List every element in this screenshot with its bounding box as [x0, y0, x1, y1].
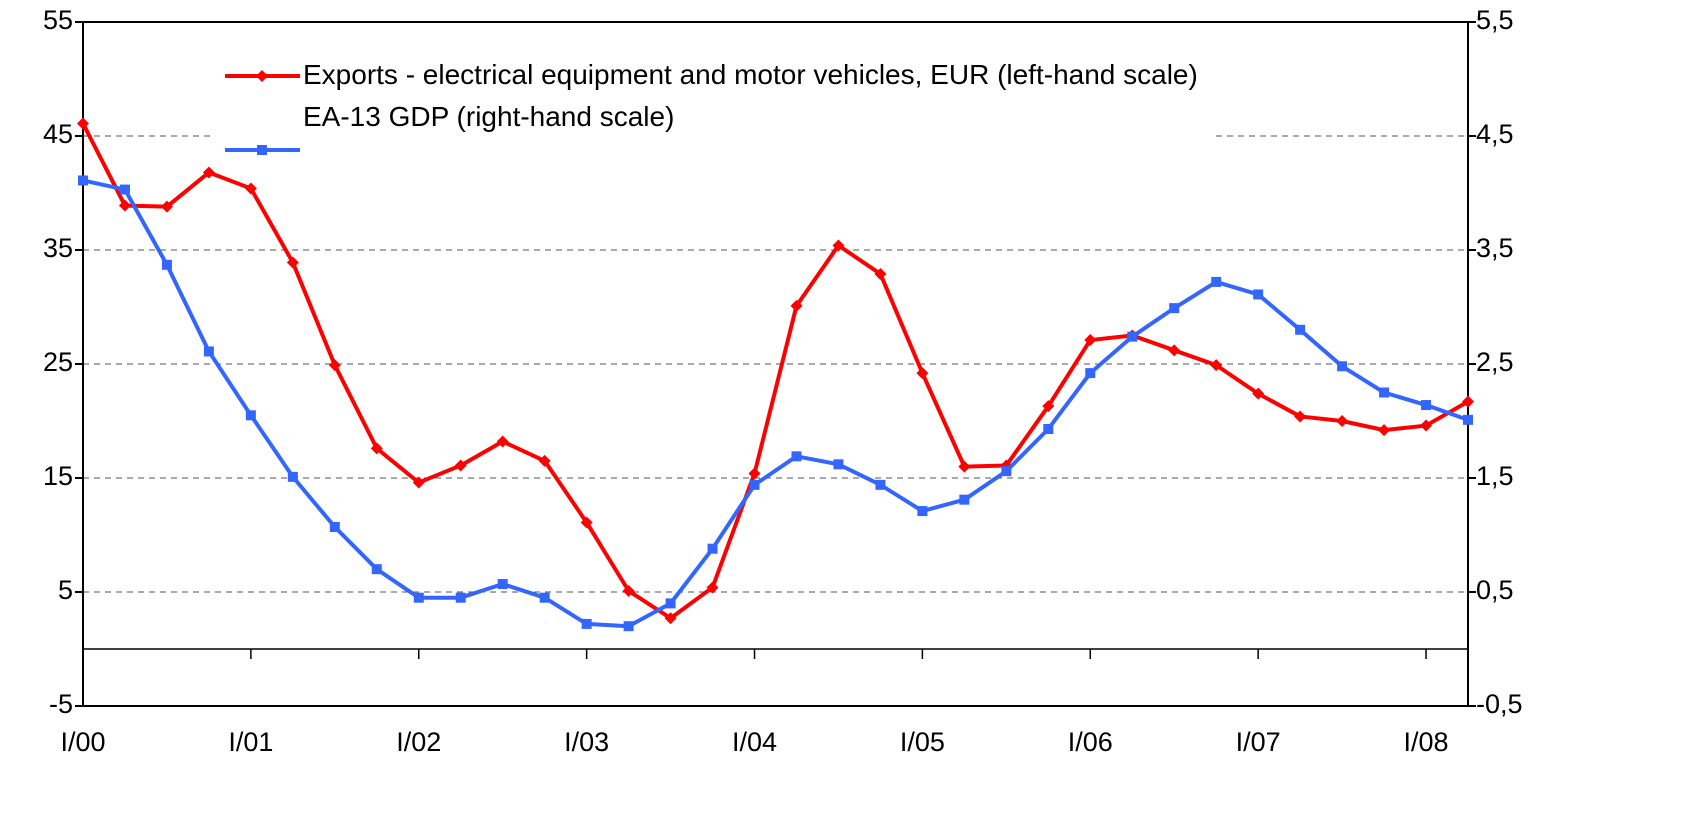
- square-marker: [245, 410, 256, 421]
- square-marker: [1337, 361, 1348, 372]
- square-marker: [119, 184, 130, 195]
- y-tick-label: 5: [58, 575, 73, 605]
- square-marker: [1463, 414, 1473, 425]
- square-marker: [1169, 303, 1180, 314]
- diamond-marker: [118, 199, 131, 212]
- square-marker: [161, 259, 172, 270]
- y2-tick-label: 2,5: [1476, 347, 1514, 377]
- legend-entry: Exports - electrical equipment and motor…: [303, 59, 1198, 90]
- diamond-marker: [244, 182, 257, 195]
- square-marker: [959, 494, 970, 505]
- square-marker: [287, 471, 298, 482]
- square-marker: [749, 479, 760, 490]
- x-tick-label: I/04: [732, 727, 777, 757]
- square-marker: [497, 579, 508, 590]
- diamond-marker: [1042, 400, 1055, 413]
- y-tick-label: 55: [43, 5, 73, 35]
- diamond-marker: [916, 367, 929, 380]
- square-marker: [371, 564, 382, 575]
- square-marker: [791, 451, 802, 462]
- diamond-marker: [706, 581, 719, 594]
- y2-tick-label: -0,5: [1476, 689, 1523, 719]
- square-marker: [539, 592, 550, 603]
- y-tick-label: -5: [49, 689, 73, 719]
- diamond-marker: [370, 442, 383, 455]
- diamond-marker: [538, 454, 551, 467]
- square-marker: [1001, 466, 1012, 477]
- y-tick-label: 25: [43, 347, 73, 377]
- y2-tick-label: 5,5: [1476, 5, 1514, 35]
- square-marker: [1043, 423, 1054, 434]
- square-marker: [875, 479, 886, 490]
- diamond-marker: [1210, 359, 1223, 372]
- square-marker: [623, 621, 634, 632]
- square-marker: [1211, 276, 1222, 287]
- diamond-marker: [1462, 395, 1474, 408]
- square-marker: [413, 592, 424, 603]
- diamond-marker: [1294, 410, 1307, 423]
- square-marker: [1085, 368, 1096, 379]
- square-marker: [329, 522, 340, 533]
- y-tick-label: 35: [43, 233, 73, 263]
- x-tick-label: I/03: [564, 727, 609, 757]
- diamond-marker: [454, 459, 467, 472]
- diamond-marker: [1168, 344, 1181, 357]
- y2-tick-label: 4,5: [1476, 119, 1514, 149]
- x-tick-label: I/01: [228, 727, 273, 757]
- legend-entry: EA-13 GDP (right-hand scale): [303, 101, 675, 132]
- square-marker: [1295, 324, 1306, 335]
- diamond-marker: [256, 70, 268, 82]
- legend: Exports - electrical equipment and motor…: [303, 58, 1223, 142]
- square-marker: [665, 598, 676, 609]
- diamond-marker: [1378, 424, 1391, 437]
- x-tick-label: I/05: [900, 727, 945, 757]
- diamond-marker: [664, 612, 677, 625]
- square-marker: [257, 145, 267, 155]
- diamond-marker: [1420, 419, 1433, 432]
- diamond-marker: [328, 359, 341, 372]
- diamond-marker: [496, 435, 509, 448]
- diamond-marker: [1084, 334, 1097, 347]
- diamond-marker: [1252, 387, 1265, 400]
- x-tick-label: I/06: [1068, 727, 1113, 757]
- square-marker: [1127, 331, 1138, 342]
- square-marker: [917, 506, 928, 517]
- diamond-marker: [790, 299, 803, 312]
- diamond-marker: [202, 166, 215, 179]
- x-tick-label: I/08: [1404, 727, 1449, 757]
- x-tick-label: I/00: [60, 727, 105, 757]
- square-marker: [455, 592, 466, 603]
- square-marker: [707, 543, 718, 554]
- diamond-marker: [958, 460, 971, 473]
- square-marker: [1379, 387, 1390, 398]
- legend-background: [215, 55, 1215, 173]
- x-tick-label: I/02: [396, 727, 441, 757]
- diamond-marker: [580, 516, 593, 529]
- square-marker: [1253, 289, 1264, 300]
- diamond-marker: [874, 267, 887, 280]
- diamond-marker: [622, 584, 635, 597]
- diamond-marker: [77, 117, 89, 130]
- square-marker: [581, 618, 592, 629]
- diamond-marker: [286, 256, 299, 269]
- y2-tick-label: 0,5: [1476, 575, 1514, 605]
- square-marker: [833, 459, 844, 470]
- diamond-marker: [1336, 415, 1349, 427]
- x-tick-label: I/07: [1236, 727, 1281, 757]
- diamond-marker: [748, 467, 761, 480]
- square-marker: [78, 175, 88, 186]
- y-tick-label: 45: [43, 119, 73, 149]
- square-marker: [1421, 400, 1432, 411]
- diamond-marker: [160, 200, 173, 213]
- series-line: [81, 122, 1469, 621]
- series-line: [82, 178, 1469, 629]
- diamond-marker: [412, 476, 425, 489]
- square-marker: [203, 346, 214, 357]
- y-tick-label: 15: [43, 461, 73, 491]
- y2-tick-label: 3,5: [1476, 233, 1514, 263]
- diamond-marker: [832, 239, 845, 252]
- y2-tick-label: 1,5: [1476, 461, 1514, 491]
